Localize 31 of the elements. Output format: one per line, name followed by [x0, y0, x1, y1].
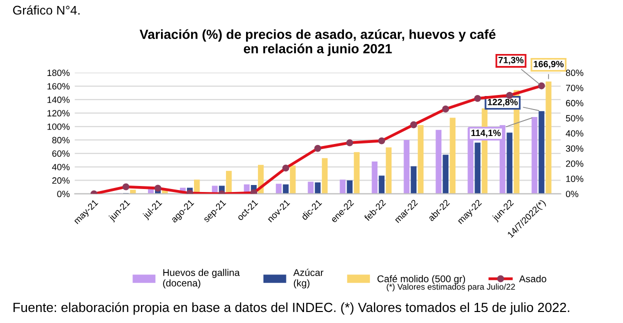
- y2-tick-label: 30%: [566, 145, 584, 152]
- y2-tick-label: 60%: [566, 100, 584, 106]
- data-label: 114,1%: [471, 130, 501, 138]
- legend-label: Café molido (500 gr): [377, 275, 466, 284]
- y-tick-label: 120%: [48, 110, 70, 116]
- text: (*) Valores estimados para Julio/22: [386, 284, 515, 292]
- y-tick-label: 160%: [48, 83, 70, 90]
- y2-tick-label: 70%: [566, 84, 584, 92]
- y2-tick-label: 20%: [566, 160, 584, 167]
- y2-tick-label: 50%: [566, 115, 584, 122]
- legend-label: Azúcar (kg): [293, 268, 324, 288]
- data-label: 122,8%: [488, 98, 518, 107]
- text: Gráfico N°4.: [13, 5, 80, 15]
- legend-label: Asado: [519, 275, 546, 282]
- y2-tick-label: 10%: [566, 176, 584, 182]
- y2-tick-label: 40%: [566, 130, 584, 137]
- y-tick-label: 100%: [48, 123, 70, 130]
- y-tick-label: 80%: [52, 136, 70, 144]
- y-tick-label: 20%: [52, 177, 70, 184]
- y2-tick-label: 0%: [566, 190, 578, 198]
- y-tick-label: 0%: [57, 190, 70, 198]
- chart-title: Variación (%) de precios de asado, azúcar, huevos y café en relación a junio 2021: [140, 29, 496, 56]
- y-tick-label: 180%: [48, 70, 70, 76]
- data-label: 71,3%: [498, 56, 524, 65]
- y-tick-label: 60%: [52, 150, 70, 157]
- y2-tick-label: 80%: [566, 70, 584, 76]
- y-tick-label: 40%: [52, 164, 70, 170]
- data-label: 166,9%: [534, 60, 564, 69]
- legend-label: Huevos de gallina (docena): [163, 268, 240, 288]
- source-note: Fuente: elaboración propia en base a datos del INDEC. (*) Valores tomados el 15 de julio 2022.: [14, 302, 570, 315]
- y-tick-label: 140%: [48, 96, 70, 103]
